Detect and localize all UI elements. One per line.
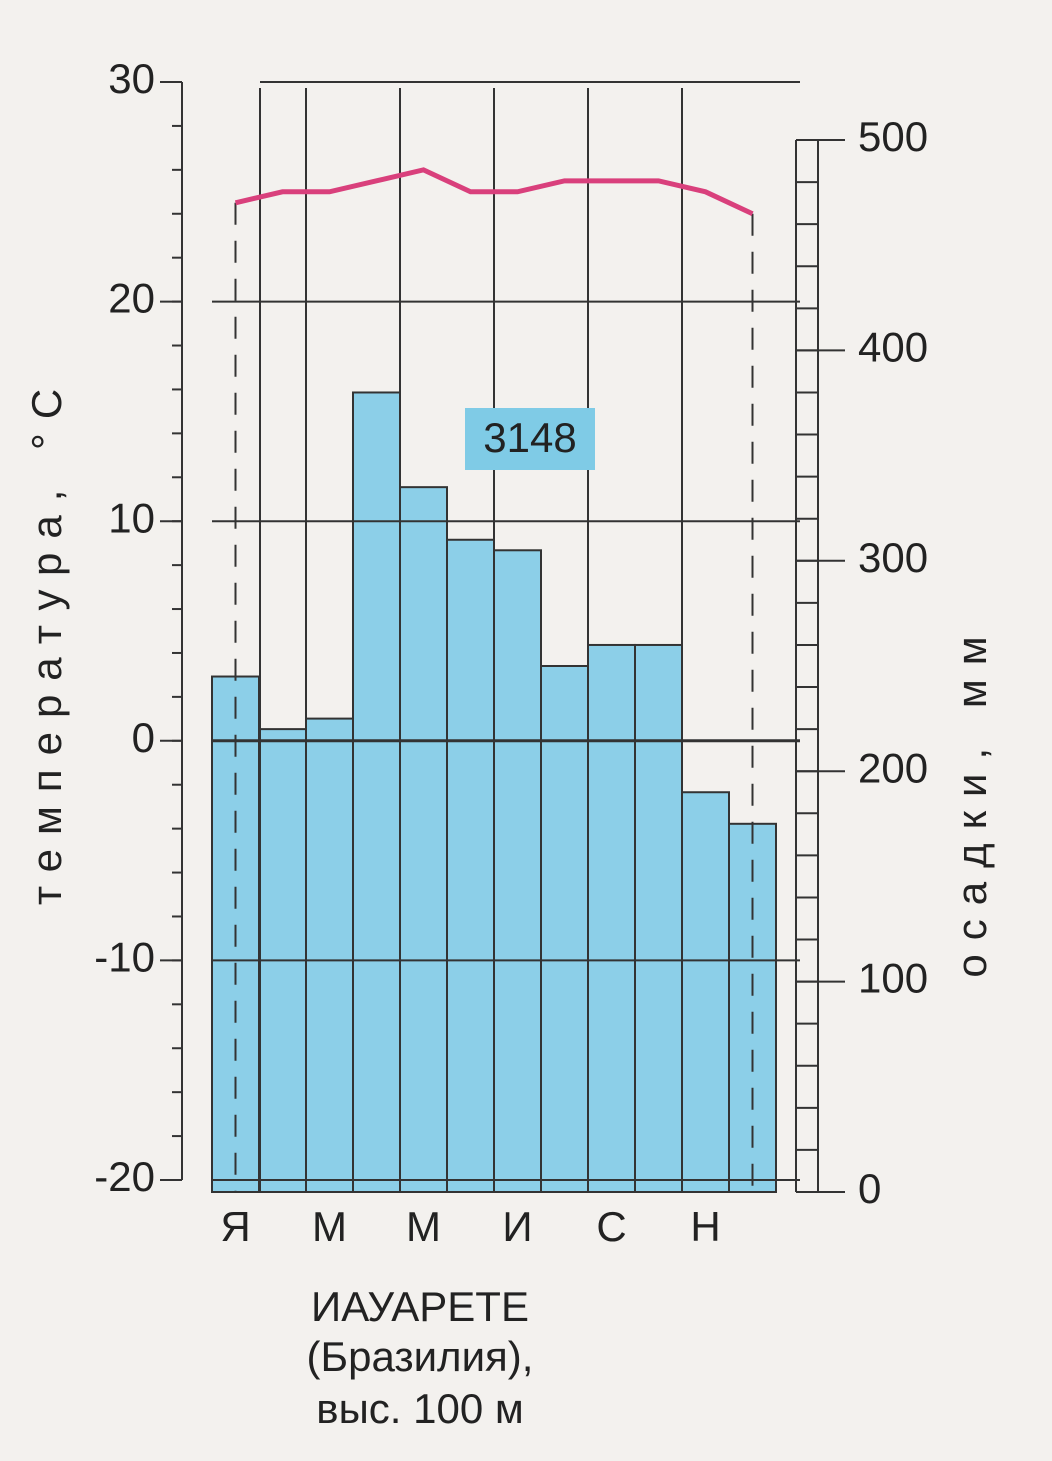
x-tick-label: М — [312, 1203, 347, 1250]
chart-subtitle: (Бразилия), — [307, 1333, 534, 1380]
y-tick-label: 20 — [108, 275, 155, 322]
precipitation-bar — [587, 643, 636, 1193]
chart-title: ИАУАРЕТЕ — [311, 1283, 529, 1330]
y2-tick-label: 100 — [858, 955, 928, 1002]
precipitation-bar — [399, 486, 448, 1194]
precipitation-bar — [681, 791, 730, 1193]
y-tick-label: -10 — [94, 933, 155, 980]
y2-tick-label: 300 — [858, 534, 928, 581]
precipitation-bar — [540, 665, 589, 1193]
y2-tick-label: 500 — [858, 113, 928, 160]
precipitation-bar — [446, 538, 495, 1193]
annotation: 3148 — [483, 414, 576, 461]
y-tick-label: 0 — [132, 714, 155, 761]
precipitation-bar — [493, 549, 542, 1193]
x-tick-label: Я — [220, 1203, 250, 1250]
y2-axis-label: осадки, мм — [948, 622, 995, 977]
y-tick-label: 30 — [108, 55, 155, 102]
y2-tick-label: 0 — [858, 1165, 881, 1212]
y2-tick-label: 400 — [858, 323, 928, 370]
y-tick-label: 10 — [108, 494, 155, 541]
y-tick-label: -20 — [94, 1153, 155, 1200]
precipitation-bar — [352, 391, 401, 1194]
x-tick-label: С — [596, 1203, 626, 1250]
x-tick-label: Н — [690, 1203, 720, 1250]
precipitation-bar — [305, 717, 354, 1193]
y-axis-label: температура, °С — [23, 375, 70, 905]
annotation-box — [465, 408, 595, 470]
y2-tick-label: 200 — [858, 744, 928, 791]
chart-note: выс. 100 м — [316, 1385, 523, 1432]
x-tick-label: М — [406, 1203, 441, 1250]
precipitation-bar — [634, 643, 683, 1193]
x-tick-label: И — [502, 1203, 532, 1250]
temperature-line — [234, 167, 754, 217]
